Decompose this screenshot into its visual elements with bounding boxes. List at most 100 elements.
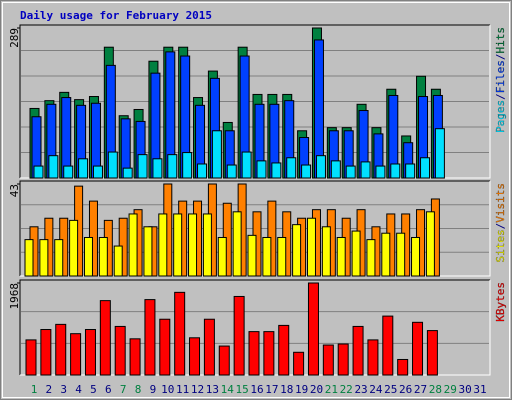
bar [84, 329, 96, 376]
bar [55, 323, 67, 376]
x-tick-label: 15 [236, 383, 249, 396]
x-tick-label: 17 [265, 383, 278, 396]
bar [197, 163, 208, 179]
legend: Sites/Visits [494, 183, 507, 263]
x-tick-label: 13 [206, 383, 219, 396]
legend: Pages/Files/Hits [494, 27, 507, 133]
x-tick-label: 8 [135, 383, 142, 396]
legend: KBytes [494, 282, 507, 322]
legend-separator: / [494, 93, 507, 100]
bar [271, 162, 282, 179]
x-tick-label: 6 [105, 383, 112, 396]
bar [63, 165, 74, 179]
bar [330, 160, 341, 179]
bar [78, 158, 89, 179]
bar [48, 155, 59, 179]
y-tick-label: 289 [8, 28, 21, 48]
x-tick-label: 3 [60, 383, 67, 396]
x-tick-label: 4 [75, 383, 82, 396]
legend-entry: Hits [494, 27, 507, 54]
bar [241, 151, 252, 179]
plot-border [19, 180, 490, 276]
bar [189, 337, 201, 376]
bar [122, 167, 133, 179]
bar [98, 236, 108, 277]
bar [25, 339, 37, 376]
bar [232, 211, 242, 277]
x-tick-label: 30 [459, 383, 472, 396]
x-tick-label: 23 [354, 383, 367, 396]
bar [233, 295, 245, 376]
bar [174, 291, 186, 376]
bar [351, 230, 361, 277]
bar [83, 236, 93, 277]
bar [382, 315, 394, 376]
x-tick-label: 16 [250, 383, 263, 396]
bar [315, 155, 326, 179]
bar [345, 165, 356, 179]
x-tick-label: 7 [120, 383, 127, 396]
bar [390, 163, 401, 179]
bar [396, 232, 406, 277]
bar [159, 318, 171, 376]
bar [24, 239, 34, 277]
bar [33, 165, 44, 179]
bar [336, 236, 346, 277]
bar [381, 232, 391, 277]
bar [128, 213, 138, 277]
bar [420, 157, 431, 179]
x-tick-label: 14 [221, 383, 235, 396]
legend-entry: Sites [494, 229, 507, 262]
bar [40, 329, 52, 376]
x-tick-label: 12 [191, 383, 204, 396]
bar [426, 330, 438, 376]
bar [226, 164, 237, 179]
legend-entry: Pages [494, 100, 507, 133]
bar [99, 300, 111, 376]
legend-separator: / [494, 223, 507, 230]
x-tick-label: 21 [325, 383, 338, 396]
x-tick-label: 5 [90, 383, 97, 396]
bar [425, 211, 435, 277]
bar [218, 345, 230, 376]
bar [114, 325, 126, 376]
bar [143, 226, 153, 277]
bar [434, 128, 445, 179]
bar [286, 157, 297, 179]
bar [39, 239, 49, 277]
x-tick-label: 18 [280, 383, 293, 396]
x-tick-label: 22 [340, 383, 353, 396]
bar [107, 151, 118, 179]
x-tick-label: 9 [150, 383, 157, 396]
legend-entry: Files [494, 60, 507, 93]
bar [256, 160, 267, 179]
legend-entry: Visits [494, 183, 507, 223]
bar [211, 130, 222, 179]
bar [129, 338, 141, 376]
x-tick-label: 28 [429, 383, 442, 396]
bar [278, 324, 290, 376]
x-tick-label: 19 [295, 383, 308, 396]
x-tick-label: 26 [399, 383, 412, 396]
x-tick-label: 2 [46, 383, 53, 396]
bar [144, 299, 156, 376]
legend-separator: / [494, 54, 507, 61]
bar [54, 239, 64, 277]
bar [397, 358, 409, 376]
bar [137, 154, 148, 179]
bar [405, 163, 416, 179]
bar [263, 331, 275, 376]
bar [262, 236, 272, 277]
bar [248, 331, 260, 376]
bar [188, 213, 198, 277]
x-tick-label: 1 [31, 383, 38, 396]
x-tick-label: 11 [176, 383, 189, 396]
bar [292, 224, 302, 277]
y-tick-label: 1968 [8, 283, 21, 310]
plot-border [19, 24, 490, 178]
bar [202, 213, 212, 277]
bar [411, 236, 421, 277]
bar [412, 321, 424, 376]
bar [173, 213, 183, 277]
